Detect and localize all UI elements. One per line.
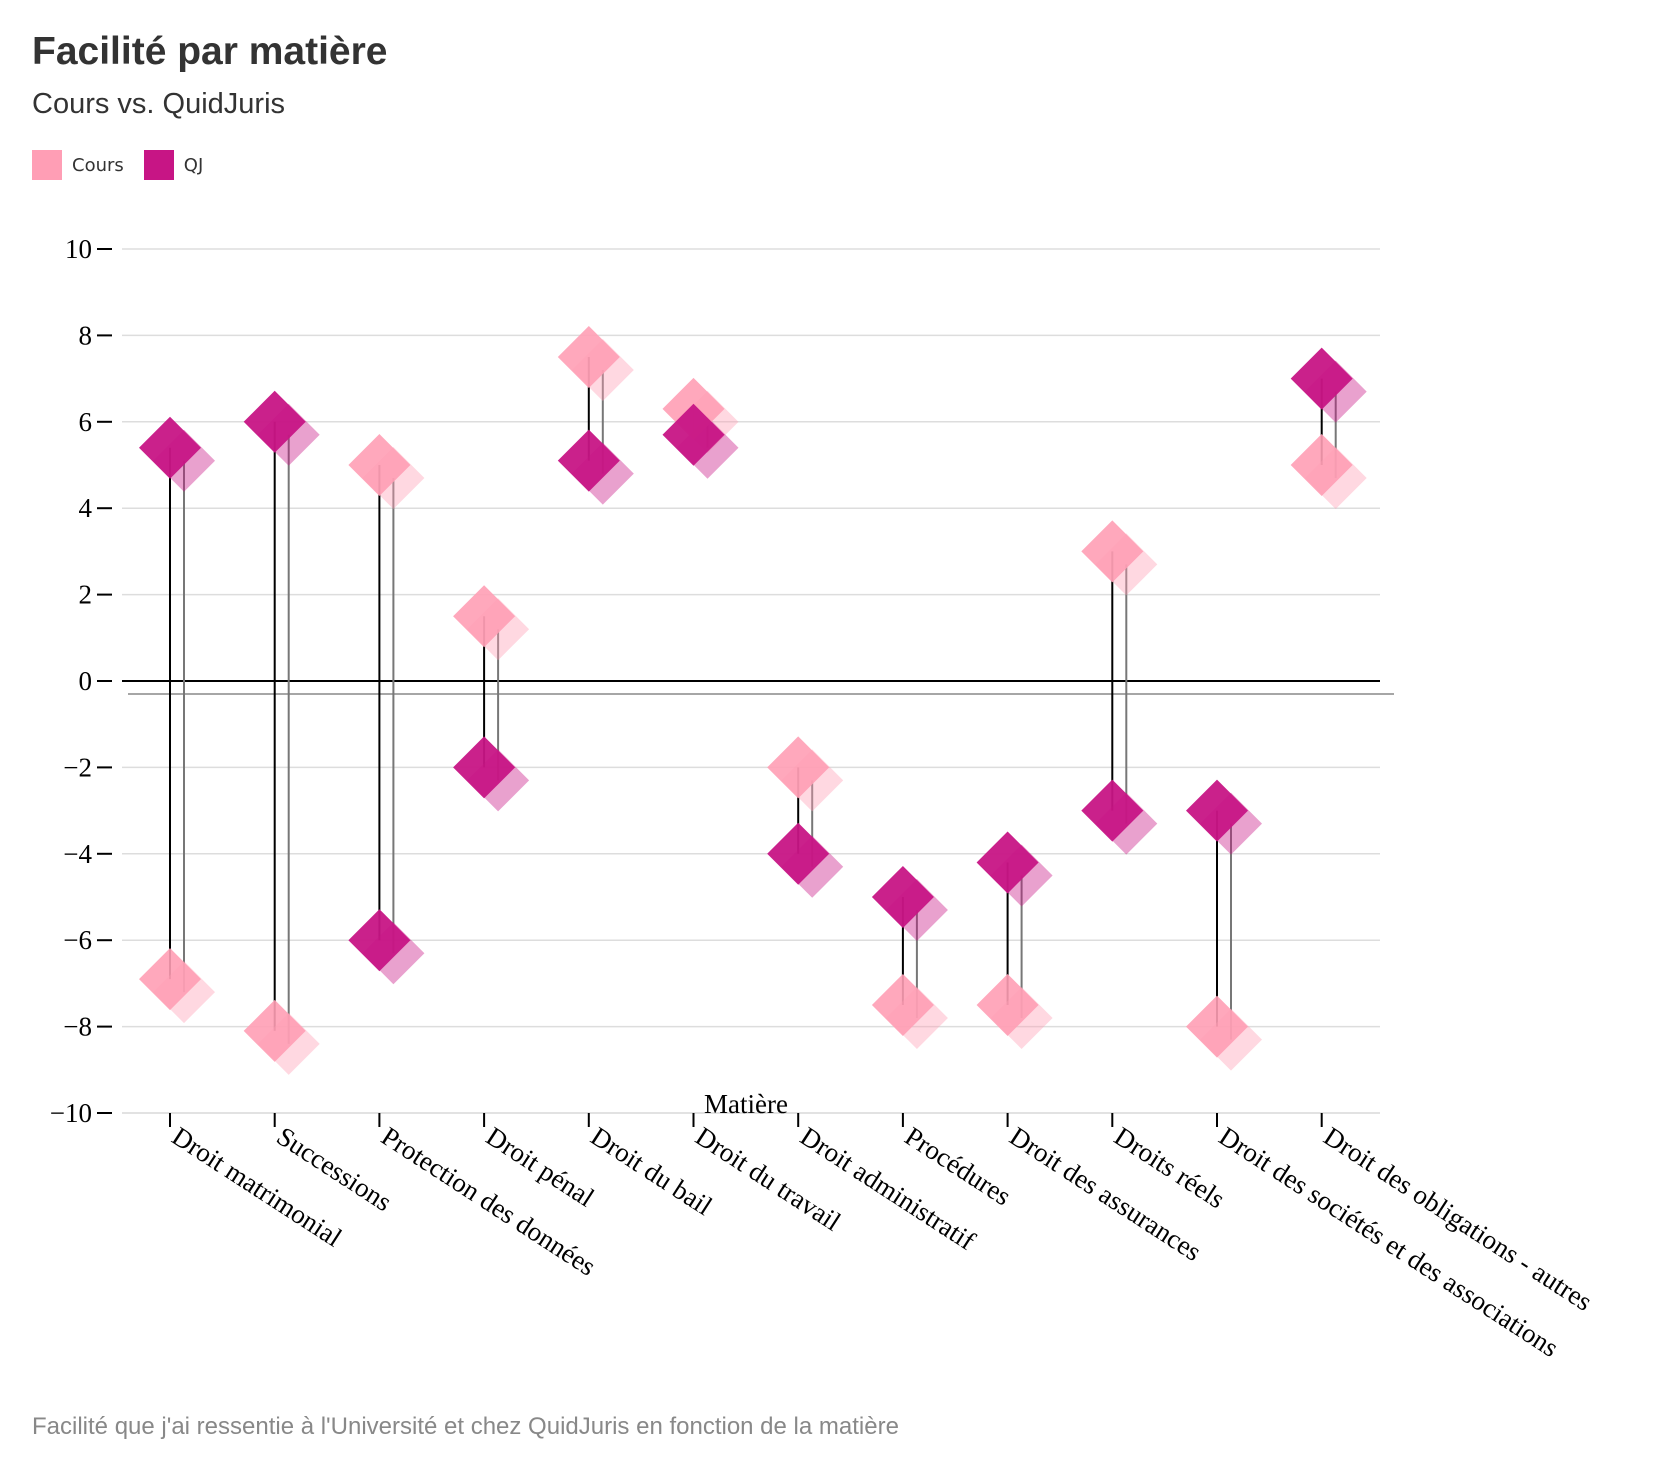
qj-point[interactable] — [348, 909, 411, 972]
legend-item-cours[interactable]: Cours — [32, 150, 124, 180]
cours-point[interactable] — [1081, 520, 1144, 583]
y-tick-label: −4 — [63, 839, 92, 869]
chart-footnote: Facilité que j'ai ressentie à l'Universi… — [32, 1413, 899, 1440]
qj-point[interactable] — [662, 403, 725, 466]
y-tick-label: −2 — [63, 752, 92, 782]
cours-point[interactable] — [243, 999, 306, 1062]
qj-point[interactable] — [976, 831, 1039, 894]
qj-point[interactable] — [1081, 779, 1144, 842]
legend-item-qj[interactable]: QJ — [143, 150, 204, 180]
qj-point[interactable] — [871, 866, 934, 928]
y-tick-label: −6 — [63, 925, 92, 955]
cours-point[interactable] — [767, 736, 830, 799]
legend-label-cours: Cours — [72, 154, 124, 176]
x-tick-label: Droit administratif — [795, 1121, 981, 1256]
qj-point[interactable] — [1290, 347, 1353, 410]
legend: Cours QJ — [32, 150, 223, 180]
y-tick-label: 8 — [79, 320, 93, 350]
y-tick-label: 0 — [79, 666, 93, 696]
qj-point[interactable] — [767, 822, 830, 885]
x-tick-label: Droit matrimonial — [167, 1121, 347, 1253]
qj-point[interactable] — [139, 416, 201, 479]
legend-swatch-cours — [32, 150, 62, 180]
cours-point[interactable] — [348, 434, 411, 496]
x-axis-title: Matière — [704, 1089, 788, 1119]
qj-point[interactable] — [1186, 779, 1248, 842]
cours-point[interactable] — [1186, 995, 1248, 1058]
qj-point[interactable] — [557, 429, 620, 492]
qj-point[interactable] — [243, 390, 306, 453]
cours-point[interactable] — [453, 585, 516, 648]
qj-point[interactable] — [453, 736, 516, 799]
cours-point[interactable] — [139, 948, 201, 1011]
cours-point[interactable] — [871, 974, 934, 1036]
y-tick-label: 2 — [79, 580, 93, 610]
legend-label-qj: QJ — [183, 154, 204, 176]
y-tick-label: 6 — [79, 407, 93, 437]
y-tick-label: −8 — [63, 1012, 92, 1042]
cours-point[interactable] — [976, 974, 1039, 1036]
x-tick-label: Droit des assurances — [1004, 1121, 1206, 1267]
chart-title: Facilité par matière — [32, 30, 388, 73]
legend-swatch-qj — [143, 150, 174, 180]
cours-point[interactable] — [1290, 434, 1353, 496]
y-tick-label: 4 — [79, 493, 93, 523]
y-tick-label: −10 — [50, 1098, 92, 1128]
y-tick-label: 10 — [65, 234, 92, 264]
chart-subtitle: Cours vs. QuidJuris — [32, 88, 286, 120]
cours-point[interactable] — [557, 326, 620, 388]
